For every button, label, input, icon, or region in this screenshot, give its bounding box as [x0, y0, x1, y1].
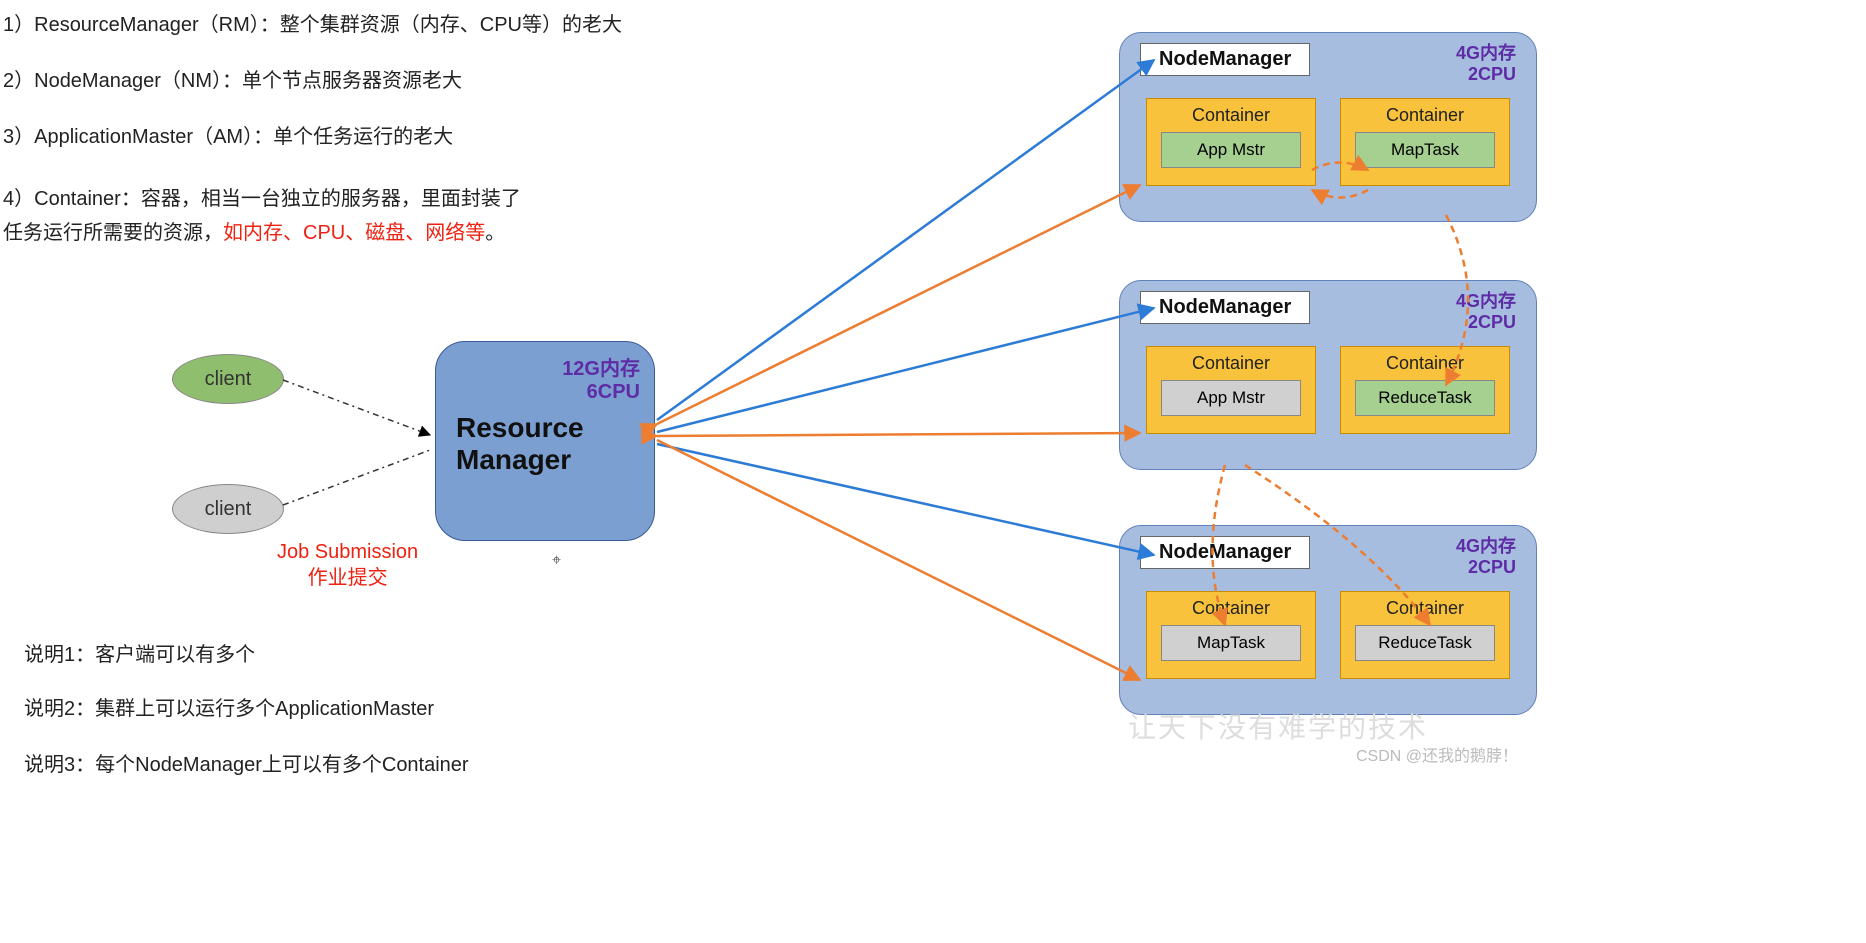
def4b-black: 任务运行所需要的资源，: [3, 222, 223, 244]
nodemanager-3: NodeManager 4G内存2CPU Container MapTask C…: [1119, 525, 1537, 715]
definition-3: 3）ApplicationMaster（AM）：单个任务运行的老大: [3, 122, 453, 152]
nm3-container-1: Container MapTask: [1146, 591, 1316, 679]
nm1-container-2: Container MapTask: [1340, 98, 1510, 186]
jobsub-cn: 作业提交: [277, 565, 418, 591]
client-green: client: [172, 354, 284, 404]
nm3-container-2: Container ReduceTask: [1340, 591, 1510, 679]
nodemanager-2: NodeManager 4G内存2CPU Container App Mstr …: [1119, 280, 1537, 470]
nm3-specs: 4G内存2CPU: [1456, 536, 1516, 577]
container-label: Container: [1386, 105, 1464, 126]
nm1-container-1: Container App Mstr: [1146, 98, 1316, 186]
container-label: Container: [1386, 598, 1464, 619]
rm-mem: 12G内存: [562, 352, 640, 381]
def4b-end: 。: [485, 222, 505, 244]
nm2-specs: 4G内存2CPU: [1456, 291, 1516, 332]
app-master-task-grey: App Mstr: [1161, 380, 1301, 416]
definition-4a: 4）Container：容器，相当一台独立的服务器，里面封装了: [3, 184, 521, 214]
nm1-cpu: 2CPU: [1456, 64, 1516, 85]
rm-cpu: 6CPU: [562, 381, 640, 404]
container-label: Container: [1192, 598, 1270, 619]
resource-manager-box: 12G内存 6CPU Resource Manager: [435, 341, 655, 541]
faint-watermark: 让天下没有难学的技术: [1128, 706, 1428, 746]
definition-4b: 任务运行所需要的资源，如内存、CPU、磁盘、网络等。: [3, 218, 505, 248]
rm-title1: Resource: [456, 412, 584, 444]
job-submission-label: Job Submission 作业提交: [277, 539, 418, 591]
maptask: MapTask: [1355, 132, 1495, 168]
rm-title: Resource Manager: [456, 412, 584, 476]
nm2-container-2: Container ReduceTask: [1340, 346, 1510, 434]
note-1: 说明1：客户端可以有多个: [24, 640, 255, 670]
nm1-mem: 4G内存: [1456, 43, 1516, 64]
nodemanager-1: NodeManager 4G内存2CPU Container App Mstr …: [1119, 32, 1537, 222]
reducetask: ReduceTask: [1355, 380, 1495, 416]
nm2-mem: 4G内存: [1456, 291, 1516, 312]
note-2: 说明2：集群上可以运行多个ApplicationMaster: [24, 694, 434, 724]
rm-title2: Manager: [456, 444, 584, 476]
nm1-specs: 4G内存2CPU: [1456, 43, 1516, 84]
client-grey: client: [172, 484, 284, 534]
nm3-mem: 4G内存: [1456, 536, 1516, 557]
nm3-cpu: 2CPU: [1456, 557, 1516, 578]
container-label: Container: [1386, 353, 1464, 374]
definition-2: 2）NodeManager（NM）：单个节点服务器资源老大: [3, 66, 462, 96]
nm3-title: NodeManager: [1140, 536, 1310, 569]
container-label: Container: [1192, 353, 1270, 374]
nm2-title: NodeManager: [1140, 291, 1310, 324]
nm2-cpu: 2CPU: [1456, 312, 1516, 333]
nm2-container-1: Container App Mstr: [1146, 346, 1316, 434]
nm1-title: NodeManager: [1140, 43, 1310, 76]
note-3: 说明3：每个NodeManager上可以有多个Container: [24, 750, 469, 780]
rm-specs: 12G内存 6CPU: [562, 352, 640, 404]
app-master-task: App Mstr: [1161, 132, 1301, 168]
definition-1: 1）ResourceManager（RM）：整个集群资源（内存、CPU等）的老大: [3, 10, 622, 40]
csdn-watermark: CSDN @还我的鹅脖！: [1356, 742, 1518, 766]
cursor-icon: ⌖: [552, 552, 561, 570]
jobsub-en: Job Submission: [277, 539, 418, 565]
def4b-red: 如内存、CPU、磁盘、网络等: [223, 222, 485, 244]
maptask-grey: MapTask: [1161, 625, 1301, 661]
reducetask-grey: ReduceTask: [1355, 625, 1495, 661]
container-label: Container: [1192, 105, 1270, 126]
